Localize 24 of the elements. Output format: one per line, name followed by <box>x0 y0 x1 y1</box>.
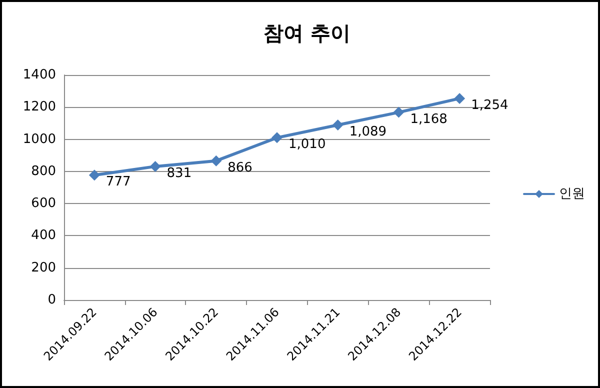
data-label: 1,254 <box>471 98 508 113</box>
data-label: 831 <box>166 166 192 181</box>
y-tick-label: 1400 <box>22 68 56 82</box>
y-tick-label: 200 <box>31 260 56 276</box>
point <box>88 170 100 181</box>
point <box>210 155 222 166</box>
legend-label: 인원 <box>559 186 585 202</box>
data-label: 777 <box>106 174 131 190</box>
y-tick-label: 600 <box>31 196 56 212</box>
point <box>150 160 161 172</box>
data-label: 1,089 <box>349 124 387 140</box>
chart-title: 참여 추이 <box>264 21 350 45</box>
point <box>272 132 282 144</box>
point <box>454 92 466 104</box>
y-tick-label: 400 <box>31 228 56 244</box>
point <box>332 119 344 130</box>
data-label: 1,168 <box>410 112 448 127</box>
point <box>393 106 404 118</box>
y-tick-label: 800 <box>31 164 56 179</box>
data-label: 866 <box>228 160 252 176</box>
y-tick-label: 1000 <box>22 132 56 147</box>
y-tick-label: 0 <box>48 292 56 308</box>
data-label: 1,010 <box>288 137 326 152</box>
y-tick-label: 1200 <box>22 100 56 115</box>
